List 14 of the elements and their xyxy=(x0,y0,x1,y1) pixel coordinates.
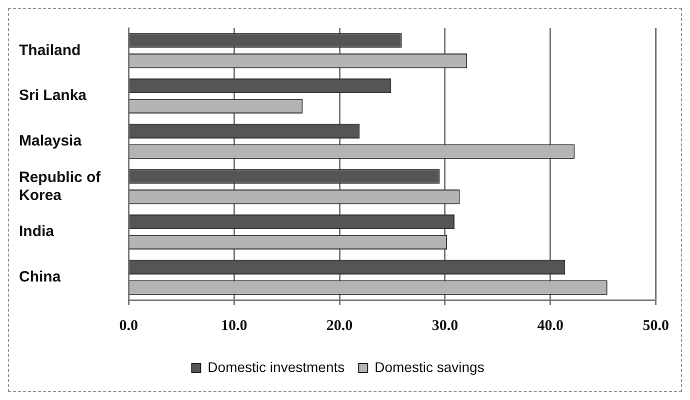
x-tick-label: 40.0 xyxy=(537,318,564,334)
y-tick-label: Malaysia xyxy=(19,132,82,150)
y-tick-label: China xyxy=(19,268,62,286)
legend-label: Domestic savings xyxy=(374,358,484,375)
x-tick-label: 10.0 xyxy=(220,318,248,334)
x-tick-label: 0.0 xyxy=(119,318,138,334)
x-tick-label: 20.0 xyxy=(326,318,353,334)
y-tick-label: India xyxy=(19,223,55,240)
x-tick-label: 50.0 xyxy=(642,318,669,334)
legend-label: Domestic investments xyxy=(208,358,345,375)
x-tick-label: 30.0 xyxy=(432,318,458,334)
y-tick-label: Thailand xyxy=(19,42,81,59)
y-tick-label: Republic of Korea xyxy=(19,168,102,204)
y-tick-label: Sri Lanka xyxy=(19,87,88,104)
